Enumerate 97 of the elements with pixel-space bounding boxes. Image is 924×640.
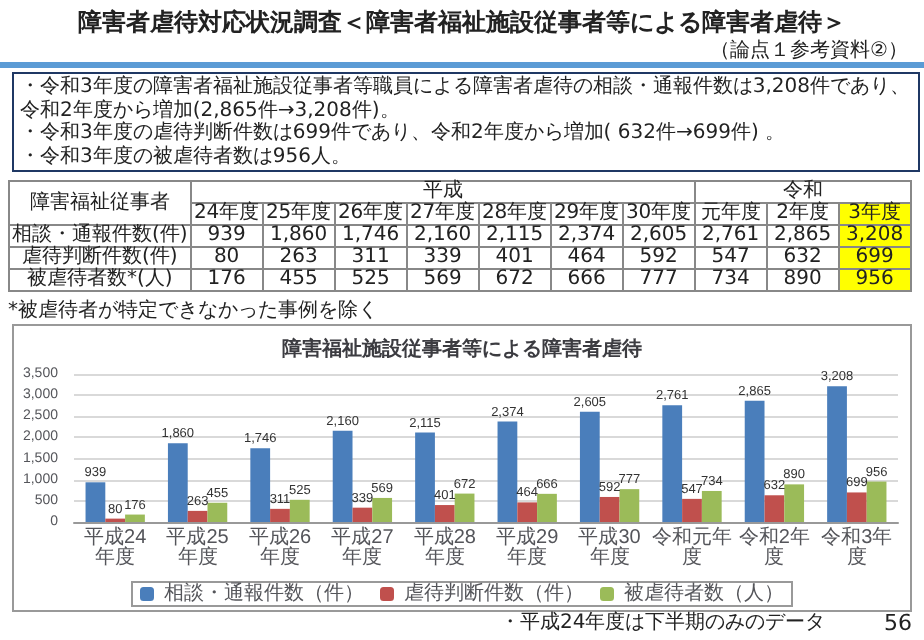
- text: ・令和3年度の被虐待者数は956人。: [20, 145, 353, 168]
- text: 2,865: [773, 224, 832, 246]
- text: 28年度: [478, 202, 551, 225]
- bar: [167, 443, 188, 522]
- x-tick-label: 平成30年度: [578, 525, 642, 569]
- bar: [187, 510, 208, 522]
- bar: [289, 499, 310, 522]
- x-tick-label: 令和3年度: [821, 525, 893, 569]
- x-tick-label: 平成24年度: [84, 525, 148, 569]
- text: 592: [639, 246, 678, 268]
- bar: [764, 495, 785, 522]
- bar: [846, 492, 867, 522]
- text: 672: [495, 268, 534, 290]
- bar: [744, 400, 765, 522]
- bar: [434, 505, 455, 522]
- text: 699: [855, 246, 894, 268]
- text: 令和: [694, 180, 911, 203]
- bar: [125, 514, 145, 522]
- bar: [517, 502, 538, 522]
- text: 311: [351, 246, 390, 268]
- text: 80: [213, 246, 240, 268]
- bar: [497, 421, 518, 522]
- text: 虐待判断件数(件): [9, 246, 191, 269]
- bar: [332, 430, 353, 522]
- bar: [270, 508, 290, 522]
- text: 2,374: [557, 224, 616, 246]
- text: 3年度: [838, 202, 911, 225]
- bar: [701, 490, 722, 522]
- x-tick-label: 平成26年度: [248, 525, 312, 569]
- text: ・令和3年度の虐待判断件数は699件であり、令和2年度から増加( 632件→699件) 。: [20, 122, 788, 145]
- text: ・平成24年度は下半期のみのデータ: [500, 612, 826, 634]
- text: 777: [639, 268, 678, 290]
- x-tick-label: 平成29年度: [496, 525, 560, 569]
- text: 相談・通報件数(件): [9, 224, 191, 247]
- text: 1,746: [341, 224, 400, 246]
- text: 1,860: [269, 224, 328, 246]
- text: ・令和3年度の障害者福祉施設従事者等職員による障害者虐待の相談・通報件数は3,208件であり、令和2年度から増加(2,865件→3,208件)。: [20, 76, 912, 121]
- bar: [85, 482, 106, 522]
- legend-label: 虐待判断件数（件）: [404, 581, 584, 605]
- text: 平成: [190, 180, 695, 203]
- bar: [454, 493, 475, 522]
- x-tick-label: 平成25年度: [166, 525, 230, 569]
- legend-label: 被虐待者数（人）: [624, 581, 784, 605]
- text: 2年度: [766, 202, 839, 225]
- x-tick-label: 令和2年度: [738, 525, 810, 569]
- text: 障害福祉施設従事者等による障害者虐待: [282, 337, 642, 361]
- text: 632: [783, 246, 822, 268]
- text: 27年度: [406, 202, 479, 225]
- text: 176: [207, 268, 246, 290]
- bar: [207, 502, 228, 522]
- bar: [537, 493, 557, 522]
- text: 3,208: [845, 224, 904, 246]
- text: 26年度: [334, 202, 407, 225]
- text: 263: [279, 246, 318, 268]
- text: 元年度: [694, 202, 767, 225]
- text: 666: [567, 268, 606, 290]
- bar: [352, 507, 373, 522]
- bar: [619, 489, 640, 522]
- text: 734: [711, 268, 750, 290]
- text: 956: [855, 268, 894, 290]
- text: 401: [495, 246, 534, 268]
- bar: [372, 497, 393, 522]
- text: 25年度: [262, 202, 335, 225]
- text: 464: [567, 246, 606, 268]
- text: 2,160: [413, 224, 472, 246]
- bar: [784, 484, 805, 522]
- text: 被虐待者数*(人): [9, 268, 191, 291]
- text: 939: [207, 224, 246, 246]
- bar: [250, 448, 271, 522]
- text: 56: [884, 610, 912, 636]
- text: 339: [423, 246, 462, 268]
- bar: [415, 432, 435, 522]
- text: 569: [423, 268, 462, 290]
- text: 2,761: [701, 224, 760, 246]
- bar: [827, 386, 847, 522]
- x-tick-label: 平成28年度: [413, 525, 477, 569]
- bar: [662, 405, 683, 522]
- text: 障害福祉従事者: [9, 181, 191, 225]
- text: 2,115: [485, 224, 544, 246]
- text: 30年度: [622, 202, 695, 225]
- text: 525: [351, 268, 390, 290]
- chart-subtitle: （論点１参考資料②）: [710, 37, 908, 64]
- x-tick-label: 平成27年度: [331, 525, 395, 569]
- legend-label: 相談・通報件数（件）: [164, 581, 364, 605]
- text: 24年度: [190, 202, 263, 225]
- chart-title: 障害者虐待対応状況調査＜障害者福祉施設従事者等による障害者虐待＞: [76, 6, 848, 39]
- bar: [682, 498, 702, 522]
- text: *被虐待者が特定できなかった事例を除く: [8, 300, 378, 322]
- text: 547: [711, 246, 750, 268]
- text: 2,605: [629, 224, 688, 246]
- bar: [866, 481, 887, 522]
- text: 890: [783, 268, 822, 290]
- text: 29年度: [550, 202, 623, 225]
- x-tick-label: 令和元年度: [652, 525, 732, 569]
- bar: [579, 411, 600, 522]
- bar: [599, 496, 620, 522]
- text: 455: [279, 268, 318, 290]
